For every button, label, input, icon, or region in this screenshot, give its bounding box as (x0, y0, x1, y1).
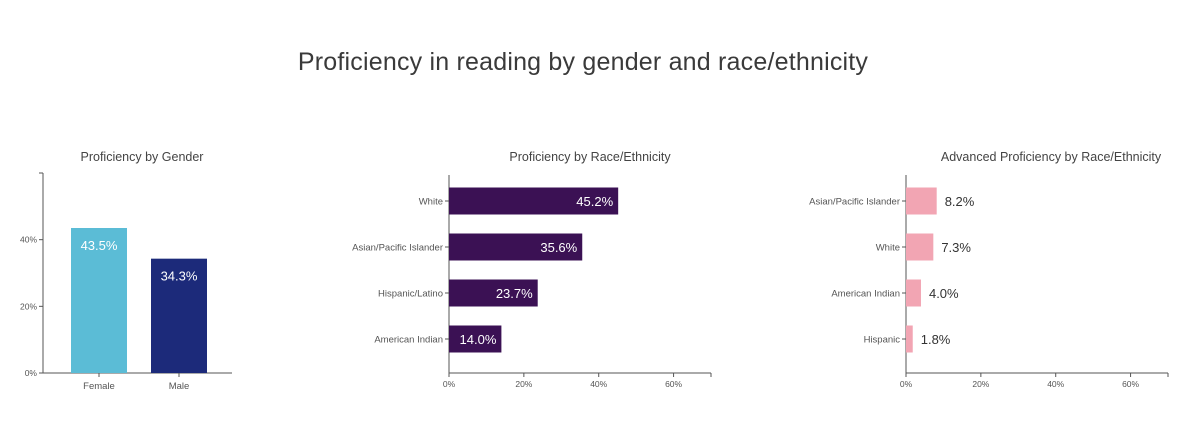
bar-asian-pacific-islander (906, 187, 937, 215)
y-category-label: Hispanic (864, 335, 901, 346)
bar-asian-pacific-islander (449, 233, 583, 261)
chart-title: Proficiency by Gender (81, 150, 204, 164)
bar-hispanic (906, 325, 913, 353)
x-tick-label: 60% (1122, 379, 1139, 389)
bar-value-label: 8.2% (945, 194, 975, 209)
bar-white (449, 187, 619, 215)
y-category-label: White (419, 197, 443, 208)
chart-title: Proficiency by Race/Ethnicity (509, 150, 671, 164)
y-category-label: White (876, 243, 900, 254)
y-category-label: Asian/Pacific Islander (809, 197, 900, 208)
page-title: Proficiency in reading by gender and rac… (297, 48, 869, 76)
bar-value-label: 23.7% (496, 286, 533, 301)
bar-hispanic-latino (449, 279, 538, 307)
bar-male (151, 258, 207, 373)
bar-value-label: 7.3% (941, 240, 971, 255)
y-category-label: American Indian (374, 335, 443, 346)
bar-american-indian (906, 279, 921, 307)
y-tick-label: 20% (20, 301, 37, 311)
bar-american-indian (449, 325, 502, 353)
bar-value-label: 35.6% (540, 240, 577, 255)
y-category-label: American Indian (831, 289, 900, 300)
x-tick-label: 60% (665, 379, 682, 389)
x-category-label: Female (83, 381, 115, 392)
x-tick-label: 20% (972, 379, 989, 389)
bar-value-label: 45.2% (576, 194, 613, 209)
bar-value-label: 4.0% (929, 286, 959, 301)
bar-value-label: 43.5% (81, 238, 118, 253)
chart-title: Advanced Proficiency by Race/Ethnicity (941, 150, 1162, 164)
x-category-label: Male (169, 381, 190, 392)
y-tick-label: 40% (20, 235, 37, 245)
y-tick-label: 0% (25, 368, 38, 378)
bar-value-label: 14.0% (460, 332, 497, 347)
x-tick-label: 40% (1047, 379, 1064, 389)
bar-female (71, 228, 127, 373)
bar-value-label: 34.3% (161, 269, 198, 284)
x-tick-label: 0% (443, 379, 456, 389)
bar-white (906, 233, 934, 261)
x-tick-label: 40% (590, 379, 607, 389)
x-tick-label: 0% (900, 379, 913, 389)
bar-value-label: 1.8% (921, 332, 951, 347)
y-category-label: Hispanic/Latino (378, 289, 443, 300)
x-tick-label: 20% (515, 379, 532, 389)
y-category-label: Asian/Pacific Islander (352, 243, 443, 254)
